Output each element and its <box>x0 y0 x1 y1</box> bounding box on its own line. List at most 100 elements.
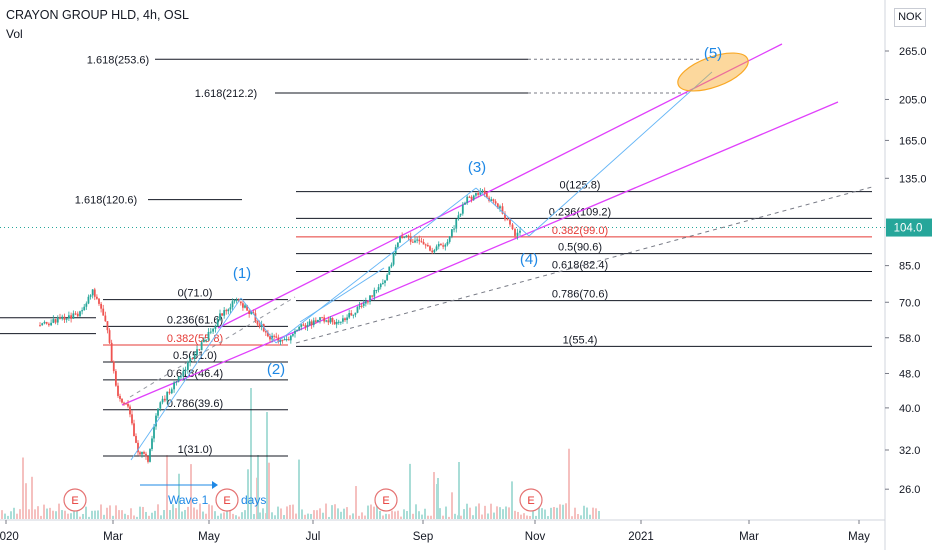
earnings-marker[interactable] <box>63 488 87 512</box>
candle-body <box>431 250 434 253</box>
volume-indicator-label[interactable]: Vol <box>6 27 23 41</box>
volume-bar <box>31 476 33 519</box>
volume-bar <box>445 506 447 519</box>
volume-bar <box>517 511 519 519</box>
candle-body <box>516 232 519 236</box>
time-tick-label: Jul <box>306 531 321 543</box>
candle-body <box>89 295 92 297</box>
candle-body <box>117 385 119 396</box>
candle-body <box>39 325 41 327</box>
candle-body <box>149 449 151 462</box>
volume-bar <box>43 504 45 519</box>
candle-body <box>135 436 137 443</box>
currency-badge[interactable]: NOK <box>894 8 926 27</box>
volume-bar <box>226 506 228 519</box>
volume-bar <box>97 510 99 519</box>
candle-body <box>231 301 234 308</box>
volume-bar <box>112 515 114 519</box>
duration-arrow-head <box>212 481 218 489</box>
candle-body <box>175 381 178 383</box>
volume-bar <box>439 508 441 519</box>
candle-body <box>375 290 378 292</box>
candle-body <box>302 324 305 326</box>
candle-body <box>203 339 205 343</box>
fib-level-label: 0.618(82.4) <box>552 259 608 271</box>
earnings-marker[interactable] <box>519 488 543 512</box>
volume-bar <box>520 514 522 519</box>
candle-body <box>186 362 189 370</box>
candle-body <box>485 193 488 198</box>
candle-body <box>294 330 296 334</box>
earnings-marker[interactable] <box>215 488 239 512</box>
fib-level-label: 0.382(99.0) <box>552 225 608 237</box>
candle-body <box>350 313 353 316</box>
volume-bar <box>262 508 264 519</box>
volume-bar <box>334 504 336 519</box>
volume-bar <box>136 516 138 519</box>
volume-bar <box>397 510 399 519</box>
candle-body <box>121 398 123 403</box>
candle-body <box>354 312 357 315</box>
candle-body <box>298 326 301 330</box>
candle-body <box>93 289 96 297</box>
volume-bar <box>70 513 72 519</box>
candle-body <box>168 391 171 394</box>
volume-bar <box>232 513 234 519</box>
volume-bar <box>484 505 486 519</box>
candle-body <box>437 244 440 247</box>
candle-body <box>344 318 346 321</box>
volume-bar <box>376 506 378 519</box>
volume-bar <box>238 516 240 519</box>
volume-bar <box>541 508 543 519</box>
candle-body <box>403 236 406 239</box>
candle-body <box>145 453 147 457</box>
volume-bar <box>163 510 165 519</box>
earnings-marker-label: E <box>223 495 230 507</box>
volume-bar <box>205 513 207 519</box>
candle-body <box>76 313 79 317</box>
volume-bar <box>34 509 36 519</box>
candle-body <box>159 402 162 409</box>
time-tick-label: Mar <box>103 531 123 543</box>
price-tick-label: 40.0 <box>899 403 920 415</box>
volume-bar <box>244 510 246 519</box>
volume-bar <box>409 463 411 519</box>
fib-level-label: 0.5(90.6) <box>558 242 602 254</box>
candle-body <box>337 321 340 323</box>
volume-bar <box>379 510 381 519</box>
volume-bar <box>124 513 126 519</box>
candle-body <box>50 322 53 326</box>
candle-body <box>514 229 516 236</box>
earnings-marker-label: E <box>71 495 78 507</box>
volume-bar <box>67 513 69 519</box>
volume-bar <box>37 506 39 519</box>
candle-body <box>151 438 153 450</box>
symbol-title[interactable]: CRAYON GROUP HLD, 4h, OSL <box>6 8 189 22</box>
candle-body <box>492 199 495 202</box>
volume-bar <box>247 469 249 519</box>
candle-body <box>319 317 321 320</box>
volume-bar <box>469 507 471 519</box>
earnings-marker[interactable] <box>374 488 398 512</box>
candle-body <box>405 235 408 237</box>
chart-header: CRAYON GROUP HLD, 4h, OSL Vol <box>6 8 189 41</box>
annotation-wave1-text: Wave 1 <box>168 493 209 507</box>
candle-body <box>420 241 423 243</box>
volume-bar <box>475 506 477 519</box>
volume-bar <box>589 514 591 519</box>
volume-bar <box>76 506 78 519</box>
candle-body <box>110 342 113 362</box>
candle-body <box>200 342 203 351</box>
volume-bar <box>148 515 150 519</box>
price-tick-label: 48.0 <box>899 368 920 380</box>
candle-body <box>426 245 429 247</box>
volume-bar <box>142 506 144 519</box>
volume-bar <box>106 507 108 519</box>
fib-level-label: 1(31.0) <box>178 444 213 456</box>
volume-bar <box>430 515 432 519</box>
volume-bar <box>559 504 561 519</box>
volume-bar <box>496 506 498 519</box>
volume-bar <box>493 512 495 519</box>
time-tick-label: 2020 <box>0 531 19 543</box>
